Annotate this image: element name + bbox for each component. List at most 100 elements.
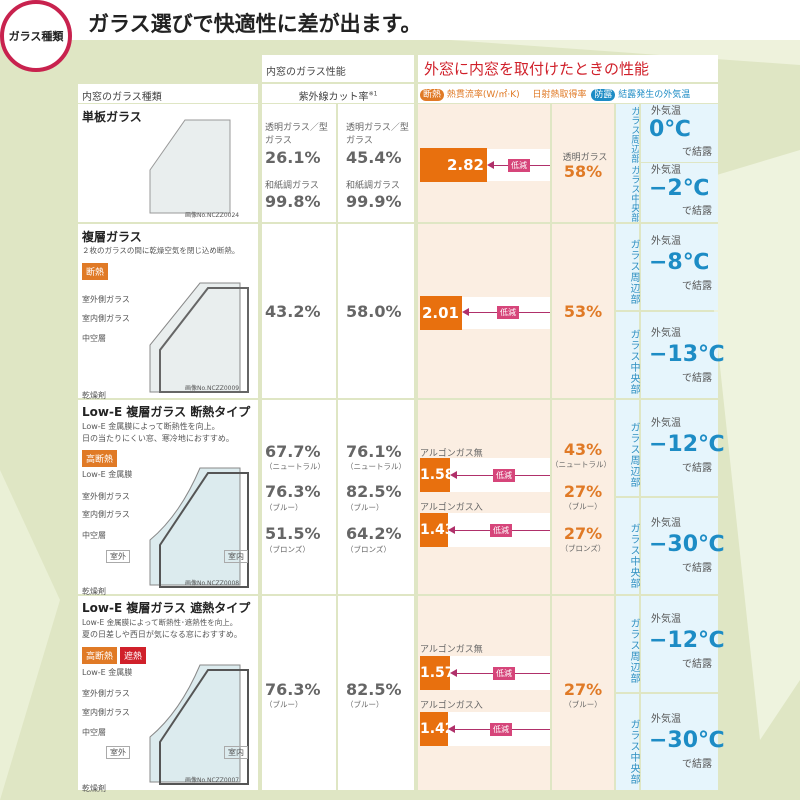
- dew-position-label: ガラス中央部: [616, 498, 639, 594]
- dew-cell: 外気温 0℃ で結露: [641, 104, 718, 162]
- image-number: 画像No.NCZZ0007: [185, 777, 240, 784]
- reduce-label: 低減: [493, 667, 515, 680]
- image-number: 画像No.NCZZ0009: [185, 385, 240, 392]
- row-name: 単板ガラス: [82, 110, 142, 124]
- outdoor-temp-label: 外気温: [651, 236, 681, 247]
- uv-value: 99.8%: [265, 192, 321, 211]
- gas-label: アルゴンガス無: [420, 645, 483, 655]
- condense-label: で結露: [682, 659, 712, 670]
- uv-value: 76.3%: [265, 482, 321, 501]
- dew-position-label: ガラス周辺部: [616, 596, 639, 692]
- row-divider: [78, 222, 718, 224]
- uv-label: 透明ガラス／型ガラス: [346, 123, 409, 146]
- row-name: 複層ガラス: [82, 230, 142, 244]
- single-glass-illustration: [149, 119, 231, 214]
- uv-label: 透明ガラス／型ガラス: [265, 123, 328, 146]
- part-label: 室内側ガラス: [82, 314, 130, 323]
- dew-cell: 外気温 −13℃ で結露: [641, 312, 725, 398]
- uv-sub: （ニュートラル）: [346, 462, 406, 471]
- dew-badge: 防露: [591, 89, 616, 101]
- condense-label: で結露: [682, 373, 712, 384]
- dew-position-label: ガラス周辺部: [616, 400, 639, 496]
- part-label: 中空層: [82, 334, 106, 343]
- heat-flow-bar: 1.58: [420, 458, 455, 492]
- reduce-label: 低減: [493, 469, 515, 482]
- dew-temp: −8℃: [649, 250, 710, 275]
- dew-header: 結露発生の外気温: [618, 90, 691, 100]
- part-label: 室外側ガラス: [82, 689, 130, 698]
- uv-column-2: [338, 104, 414, 790]
- row-description: Low-E 金属膜によって断熱性を向上。: [82, 422, 220, 431]
- indoor-label: 室内: [224, 746, 248, 759]
- uv-value: 67.7%: [265, 442, 321, 461]
- reduce-label: 低減: [508, 159, 530, 172]
- header-outer-perf: 外窓に内窓を取付けたときの性能: [418, 55, 718, 82]
- outdoor-temp-label: 外気温: [651, 165, 681, 176]
- row-name: Low-E 複層ガラス 遮熱タイプ: [82, 601, 251, 615]
- row-divider: [78, 398, 718, 400]
- solar-sub: （ブルー）: [564, 502, 602, 511]
- dew-temp: −12℃: [649, 628, 725, 653]
- heat-flow-bar: 1.43: [420, 513, 455, 547]
- category-badge: ガラス種類: [0, 0, 72, 72]
- dew-temp: −30℃: [649, 728, 725, 753]
- part-label: 室内側ガラス: [82, 708, 130, 717]
- double-glass-illustration: [149, 282, 249, 393]
- dew-temp: −12℃: [649, 432, 725, 457]
- dew-cell: 外気温 −30℃ で結露: [641, 498, 725, 594]
- header-inner-perf: 内窓のガラス性能: [262, 55, 414, 82]
- uv-value: 82.5%: [346, 680, 402, 699]
- condense-label: で結露: [682, 147, 712, 158]
- gas-label: アルゴンガス入: [420, 503, 483, 513]
- header-glass-type: 内窓のガラス種類: [78, 84, 258, 103]
- dew-temp: −13℃: [649, 342, 725, 367]
- arrow-icon: [448, 725, 455, 733]
- uv-sub: （ニュートラル）: [265, 462, 325, 471]
- heat-flow-bar: 1.42: [420, 712, 455, 746]
- dew-cell: 外気温 −8℃ で結露: [641, 224, 718, 310]
- feature-tag: 遮熱: [120, 647, 147, 664]
- solar-column: [552, 104, 614, 790]
- uv-sub: （ブルー）: [265, 700, 303, 709]
- condense-label: で結露: [682, 759, 712, 770]
- dew-temp: −30℃: [649, 532, 725, 557]
- feature-tag: 高断熱: [82, 647, 118, 664]
- arrow-icon: [462, 308, 469, 316]
- part-label: 室外側ガラス: [82, 492, 130, 501]
- dew-position-label: ガラス中央部: [616, 163, 639, 222]
- heat-flow-bar: 1.57: [420, 656, 455, 690]
- badge-text: ガラス種類: [8, 30, 64, 43]
- arrow-icon: [450, 669, 457, 677]
- outdoor-temp-label: 外気温: [651, 106, 681, 117]
- dew-position-label: ガラス中央部: [616, 694, 639, 790]
- solar-label: 透明ガラス: [562, 153, 608, 163]
- outdoor-temp-label: 外気温: [651, 328, 681, 339]
- dew-cell: 外気温 −12℃ で結露: [641, 400, 725, 496]
- reduce-label: 低減: [490, 524, 512, 537]
- uv-cut-label: 紫外線カット率: [298, 92, 369, 103]
- solar-sub: （ブロンズ）: [560, 544, 606, 553]
- part-label: Low-E 金属膜: [82, 668, 133, 677]
- uv-value: 76.1%: [346, 442, 402, 461]
- heat-flow-header: 熱貫流率(W/㎡·K): [446, 90, 520, 100]
- part-label: 室内側ガラス: [82, 510, 130, 519]
- outdoor-temp-label: 外気温: [651, 614, 681, 625]
- uv-value: 51.5%: [265, 524, 321, 543]
- uv-value: 45.4%: [346, 148, 402, 167]
- lowe-glass-illustration: [149, 467, 249, 588]
- solar-value: 27%: [563, 524, 603, 543]
- dew-cell: 外気温 −2℃ で結露: [641, 163, 718, 222]
- insulation-badge: 断熱: [420, 89, 445, 101]
- solar-header: 日射熱取得率: [532, 90, 587, 100]
- dew-temp: 0℃: [649, 117, 691, 142]
- solar-value: 53%: [563, 302, 603, 321]
- dew-cell: 外気温 −12℃ で結露: [641, 596, 725, 692]
- heat-flow-bar: 2.82: [420, 148, 487, 182]
- arrow-icon: [448, 526, 455, 534]
- arrow-icon: [450, 471, 457, 479]
- reduce-label: 低減: [497, 306, 519, 319]
- row-description: 日の当たりにくい窓、寒冷地におすすめ。: [82, 434, 234, 443]
- solar-value: 43%: [563, 440, 603, 459]
- dew-position-label: ガラス中央部: [616, 312, 639, 398]
- row-description: ２枚のガラスの間に乾燥空気を閉じ込め断熱。: [82, 246, 240, 255]
